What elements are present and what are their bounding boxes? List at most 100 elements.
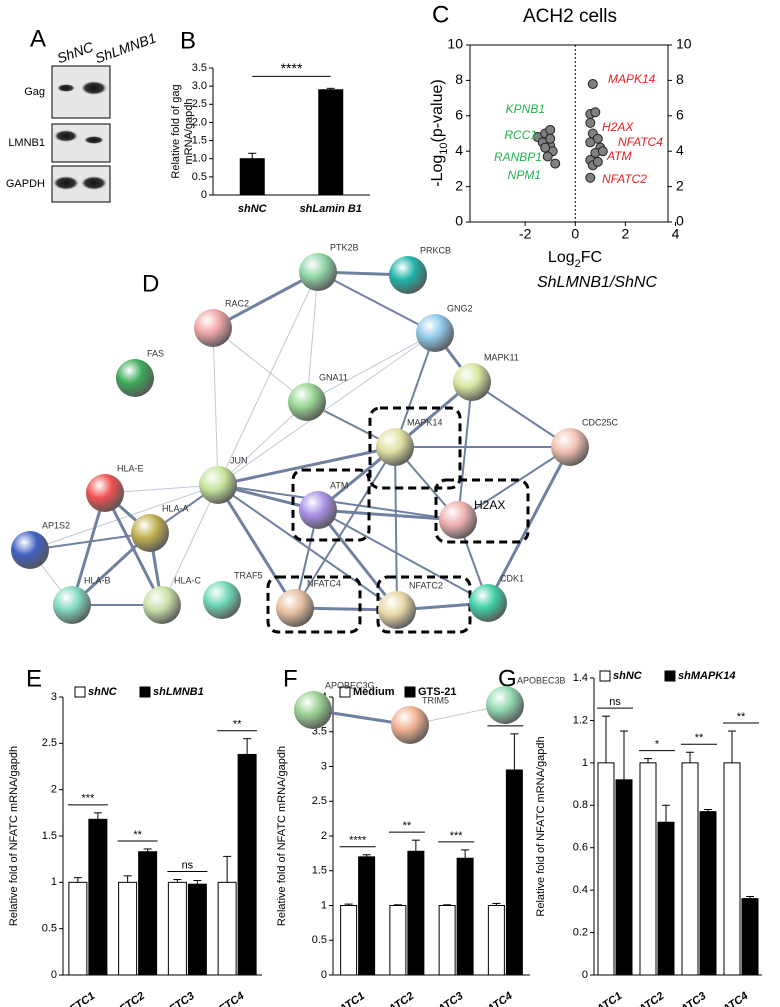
x-tick-label: NFATC2	[375, 990, 416, 1007]
bar	[657, 821, 675, 976]
gene-label: MAPK14	[608, 72, 656, 86]
significance-label: **	[403, 820, 412, 832]
legend-swatch	[139, 686, 151, 698]
legend-label: shLMNB1	[153, 686, 204, 698]
bar	[597, 762, 615, 976]
network-node	[416, 314, 454, 352]
node-label: RAC2	[225, 298, 249, 308]
node-label: APOBEC3B	[517, 675, 566, 685]
bar	[723, 762, 741, 976]
bar	[615, 779, 633, 976]
network-node	[276, 589, 314, 627]
x-tick-label: NAFTC2	[105, 990, 147, 1007]
blot-band	[81, 176, 107, 190]
node-label: FAS	[147, 348, 164, 358]
chart-title: ACH2 cells	[523, 6, 617, 27]
node-label: GNA11	[319, 372, 348, 382]
network-edge	[29, 484, 219, 551]
network-edge	[306, 271, 319, 403]
panel-label: A	[30, 25, 46, 52]
blot-band	[84, 136, 104, 144]
bar	[438, 905, 456, 976]
bar	[88, 818, 108, 976]
y2-tick-label: 4	[676, 142, 684, 158]
legend-label: shNC	[613, 670, 643, 682]
significance-label: **	[233, 719, 242, 731]
legend-label: shNC	[88, 686, 118, 698]
network-edge	[294, 446, 396, 609]
point	[545, 124, 556, 135]
row-label: GAPDH	[6, 178, 45, 190]
network-node	[288, 383, 326, 421]
bar	[456, 857, 474, 976]
bar	[167, 881, 187, 976]
bar	[138, 851, 158, 976]
legend-swatch	[599, 670, 611, 682]
network-edge	[317, 271, 436, 334]
blot-frame	[51, 123, 111, 163]
network-node	[389, 256, 427, 294]
y-tick-label: 1.5	[312, 865, 327, 877]
legend-swatch	[664, 670, 676, 682]
network-edge	[457, 381, 473, 521]
y-tick-label: 0	[321, 969, 327, 981]
y-tick-label: 3	[51, 691, 57, 703]
bar	[187, 883, 207, 976]
lane-label: ShLMNB1	[93, 29, 158, 66]
y-tick-label: 0.2	[573, 926, 588, 938]
network-edge	[161, 484, 219, 606]
y-tick-label: 2	[455, 177, 463, 193]
y-tick-label: 1	[582, 757, 588, 769]
point	[545, 133, 556, 144]
y-tick-label: 3.5	[192, 62, 207, 74]
network-node	[116, 359, 154, 397]
bar	[358, 856, 376, 976]
y-axis-label: Relative fold of NFATC mRNA/gapdh	[276, 746, 288, 926]
legend-swatch	[74, 686, 86, 698]
node-label: ATM	[330, 480, 348, 490]
point	[585, 117, 596, 128]
network-node	[11, 531, 49, 569]
network-node	[551, 428, 589, 466]
gene-label: H2AX	[602, 120, 634, 134]
network-edge	[306, 332, 436, 403]
network-node	[376, 428, 414, 466]
point	[542, 151, 553, 162]
network-node	[469, 584, 507, 622]
y-tick-label: 0.5	[192, 171, 207, 183]
node-label: CDK1	[500, 573, 524, 583]
network-edge	[217, 484, 459, 521]
network-node	[378, 591, 416, 629]
y-tick-label: 2.5	[312, 795, 327, 807]
highlight-box	[434, 478, 530, 544]
panel-label: C	[432, 1, 449, 28]
bar	[681, 762, 699, 976]
gene-label: NFATC2	[602, 172, 647, 186]
network-node	[86, 474, 124, 512]
x-axis-label-part: 2	[575, 258, 581, 270]
node-label: MAPK11	[484, 352, 519, 362]
y-axis-label: -Log10(p-value)	[429, 79, 450, 186]
y-tick-label: 0.6	[573, 842, 588, 854]
point	[550, 158, 561, 169]
network-node	[203, 581, 241, 619]
y-tick-label: 2	[321, 830, 327, 842]
bar	[699, 811, 717, 976]
x-tick-label: NAFTC1	[55, 990, 97, 1007]
y-tick-label: 2	[51, 784, 57, 796]
point	[585, 172, 596, 183]
node-label: PTK2B	[330, 242, 359, 252]
gene-label: RANBP1	[494, 150, 542, 164]
row-label: LMNB1	[8, 137, 45, 149]
y-tick-label: 3	[321, 760, 327, 772]
bar	[741, 898, 759, 976]
significance-label: ns	[182, 859, 194, 871]
network-edge	[317, 508, 459, 522]
gene-label: KPNB1	[506, 102, 545, 116]
x-tick-label: 2	[621, 226, 629, 242]
y-tick-label: 1.4	[573, 672, 588, 684]
y2-tick-label: 8	[676, 71, 684, 87]
bar	[237, 753, 257, 976]
x-tick-label: -2	[519, 226, 532, 242]
